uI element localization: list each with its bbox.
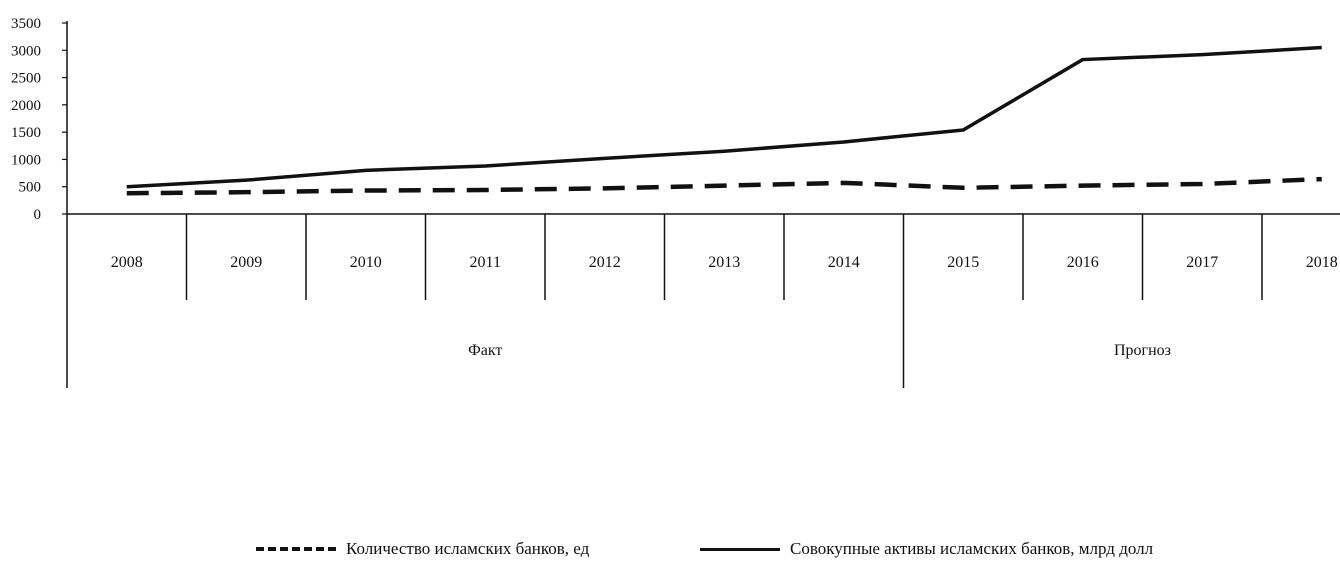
- y-axis-ticks: 0 500 1000 1500 2000 2500 3000 3500: [11, 16, 67, 223]
- axes: [66, 21, 1340, 215]
- x-category-label: 2008: [111, 254, 143, 271]
- y-tick-label: 500: [19, 180, 42, 196]
- legend-label-assets: Совокупные активы исламских банков, млрд…: [790, 539, 1154, 558]
- x-category-label: 2014: [828, 254, 860, 271]
- series-line-count: [126, 176, 1322, 196]
- x-category-label: 2015: [947, 254, 979, 271]
- legend-item-dashed: Количество исламских банков, ед: [256, 537, 589, 561]
- x-category-label: 2013: [708, 254, 740, 271]
- x-category-label: 2011: [470, 254, 501, 271]
- y-tick-label: 1500: [11, 125, 41, 141]
- y-tick-label: 0: [34, 207, 42, 223]
- legend-solid-swatch: [700, 547, 780, 551]
- x-group-label: Прогноз: [1114, 342, 1171, 359]
- y-tick-label: 1000: [11, 152, 41, 168]
- x-axis-categories: 2008 2009 2010 2011 2012 2013 2014 2015 2016 2017…: [66, 214, 1338, 388]
- x-axis-groups: Факт Прогноз: [468, 300, 1171, 388]
- series-line-assets: [126, 45, 1322, 189]
- y-tick-label: 2500: [11, 71, 41, 87]
- legend-item-solid: Совокупные активы исламских банков, млрд…: [700, 537, 1153, 561]
- x-group-label: Факт: [468, 342, 502, 359]
- x-category-label: 2012: [589, 254, 621, 271]
- legend-dashed-swatch: [256, 547, 336, 551]
- x-category-label: 2010: [350, 254, 382, 271]
- y-tick-label: 2000: [11, 98, 41, 114]
- legend-label-count: Количество исламских банков, ед: [346, 539, 590, 558]
- x-category-label: 2009: [230, 254, 262, 271]
- y-tick-label: 3000: [11, 43, 41, 59]
- x-category-label: 2018: [1306, 254, 1338, 271]
- x-category-label: 2016: [1067, 254, 1099, 271]
- y-tick-label: 3500: [11, 16, 41, 32]
- x-category-label: 2017: [1186, 254, 1218, 271]
- series-lines: [126, 45, 1322, 196]
